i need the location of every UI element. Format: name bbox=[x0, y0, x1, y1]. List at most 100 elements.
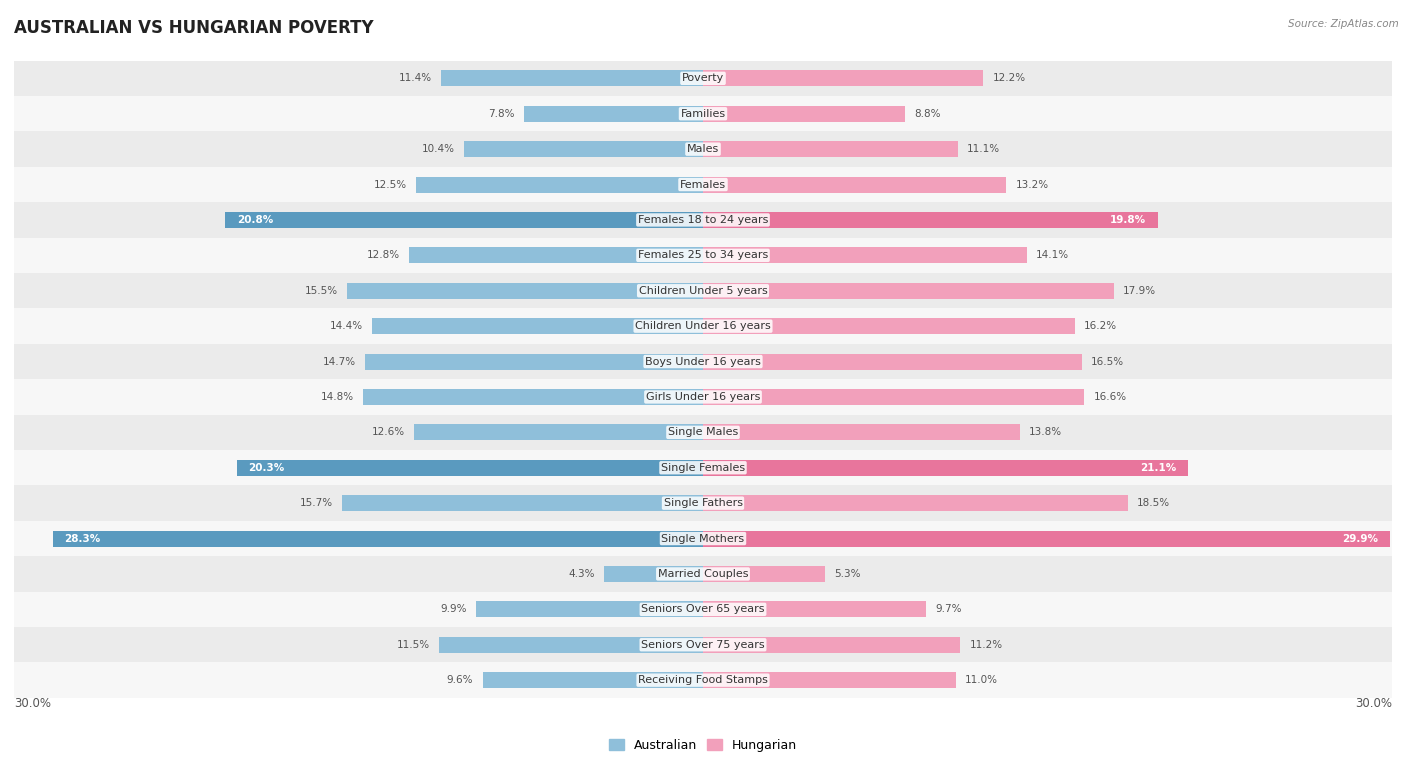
Text: 12.6%: 12.6% bbox=[371, 428, 405, 437]
Text: Single Mothers: Single Mothers bbox=[661, 534, 745, 543]
Bar bbox=[366, 353, 703, 369]
Text: 15.7%: 15.7% bbox=[299, 498, 333, 508]
Text: Children Under 16 years: Children Under 16 years bbox=[636, 321, 770, 331]
Bar bbox=[416, 177, 703, 193]
Text: Poverty: Poverty bbox=[682, 74, 724, 83]
Bar bbox=[703, 106, 905, 122]
Text: 4.3%: 4.3% bbox=[568, 569, 595, 579]
Bar bbox=[703, 353, 1083, 369]
Bar bbox=[14, 379, 1392, 415]
Bar bbox=[475, 601, 703, 617]
Bar bbox=[441, 70, 703, 86]
Bar bbox=[413, 424, 703, 440]
Text: Single Males: Single Males bbox=[668, 428, 738, 437]
Bar bbox=[703, 566, 825, 582]
Text: 11.4%: 11.4% bbox=[399, 74, 432, 83]
Legend: Australian, Hungarian: Australian, Hungarian bbox=[603, 734, 803, 756]
Text: Married Couples: Married Couples bbox=[658, 569, 748, 579]
Text: 5.3%: 5.3% bbox=[834, 569, 860, 579]
Bar bbox=[53, 531, 703, 547]
Bar bbox=[14, 238, 1392, 273]
Text: AUSTRALIAN VS HUNGARIAN POVERTY: AUSTRALIAN VS HUNGARIAN POVERTY bbox=[14, 19, 374, 37]
Text: Girls Under 16 years: Girls Under 16 years bbox=[645, 392, 761, 402]
Bar bbox=[703, 70, 983, 86]
Bar bbox=[14, 556, 1392, 592]
Bar bbox=[703, 283, 1114, 299]
Bar bbox=[363, 389, 703, 405]
Text: Children Under 5 years: Children Under 5 years bbox=[638, 286, 768, 296]
Bar bbox=[373, 318, 703, 334]
Bar bbox=[703, 389, 1084, 405]
Text: 10.4%: 10.4% bbox=[422, 144, 456, 154]
Text: Families: Families bbox=[681, 108, 725, 119]
Bar bbox=[14, 627, 1392, 662]
Bar bbox=[703, 247, 1026, 263]
Text: 13.2%: 13.2% bbox=[1015, 180, 1049, 190]
Text: 16.5%: 16.5% bbox=[1091, 356, 1125, 367]
Bar bbox=[14, 450, 1392, 485]
Text: Receiving Food Stamps: Receiving Food Stamps bbox=[638, 675, 768, 685]
Bar bbox=[14, 96, 1392, 131]
Bar bbox=[14, 202, 1392, 238]
Text: 21.1%: 21.1% bbox=[1140, 462, 1175, 473]
Text: Seniors Over 75 years: Seniors Over 75 years bbox=[641, 640, 765, 650]
Text: 19.8%: 19.8% bbox=[1111, 215, 1146, 225]
Bar bbox=[14, 521, 1392, 556]
Text: 13.8%: 13.8% bbox=[1029, 428, 1062, 437]
Bar bbox=[703, 601, 925, 617]
Text: 11.5%: 11.5% bbox=[396, 640, 430, 650]
Text: Females: Females bbox=[681, 180, 725, 190]
Bar bbox=[524, 106, 703, 122]
Text: Females 18 to 24 years: Females 18 to 24 years bbox=[638, 215, 768, 225]
Text: 16.2%: 16.2% bbox=[1084, 321, 1118, 331]
Text: 14.1%: 14.1% bbox=[1036, 250, 1069, 260]
Text: Source: ZipAtlas.com: Source: ZipAtlas.com bbox=[1288, 19, 1399, 29]
Bar bbox=[225, 212, 703, 228]
Text: Males: Males bbox=[688, 144, 718, 154]
Bar bbox=[14, 485, 1392, 521]
Bar bbox=[14, 592, 1392, 627]
Text: Boys Under 16 years: Boys Under 16 years bbox=[645, 356, 761, 367]
Bar bbox=[14, 309, 1392, 344]
Text: 11.2%: 11.2% bbox=[969, 640, 1002, 650]
Bar bbox=[343, 495, 703, 511]
Text: 14.4%: 14.4% bbox=[330, 321, 363, 331]
Bar bbox=[703, 637, 960, 653]
Bar bbox=[347, 283, 703, 299]
Bar bbox=[14, 662, 1392, 698]
Bar bbox=[14, 344, 1392, 379]
Bar bbox=[703, 531, 1389, 547]
Text: 28.3%: 28.3% bbox=[65, 534, 101, 543]
Bar bbox=[14, 415, 1392, 450]
Text: 12.2%: 12.2% bbox=[993, 74, 1025, 83]
Text: 15.5%: 15.5% bbox=[305, 286, 337, 296]
Text: 14.7%: 14.7% bbox=[323, 356, 356, 367]
Bar bbox=[14, 131, 1392, 167]
Text: 12.5%: 12.5% bbox=[374, 180, 406, 190]
Text: Females 25 to 34 years: Females 25 to 34 years bbox=[638, 250, 768, 260]
Text: 8.8%: 8.8% bbox=[914, 108, 941, 119]
Text: 9.7%: 9.7% bbox=[935, 604, 962, 614]
Text: 7.8%: 7.8% bbox=[488, 108, 515, 119]
Bar bbox=[703, 318, 1076, 334]
Bar bbox=[703, 495, 1128, 511]
Text: 16.6%: 16.6% bbox=[1094, 392, 1126, 402]
Text: 9.6%: 9.6% bbox=[447, 675, 474, 685]
Bar bbox=[703, 212, 1157, 228]
Text: Single Fathers: Single Fathers bbox=[664, 498, 742, 508]
Text: 29.9%: 29.9% bbox=[1343, 534, 1378, 543]
Bar bbox=[703, 177, 1007, 193]
Bar bbox=[14, 273, 1392, 309]
Text: 30.0%: 30.0% bbox=[14, 697, 51, 709]
Text: 14.8%: 14.8% bbox=[321, 392, 354, 402]
Bar bbox=[605, 566, 703, 582]
Text: 20.8%: 20.8% bbox=[236, 215, 273, 225]
Bar bbox=[14, 61, 1392, 96]
Text: 9.9%: 9.9% bbox=[440, 604, 467, 614]
Bar bbox=[409, 247, 703, 263]
Bar bbox=[439, 637, 703, 653]
Text: 12.8%: 12.8% bbox=[367, 250, 399, 260]
Text: Single Females: Single Females bbox=[661, 462, 745, 473]
Bar bbox=[14, 167, 1392, 202]
Text: 11.1%: 11.1% bbox=[967, 144, 1000, 154]
